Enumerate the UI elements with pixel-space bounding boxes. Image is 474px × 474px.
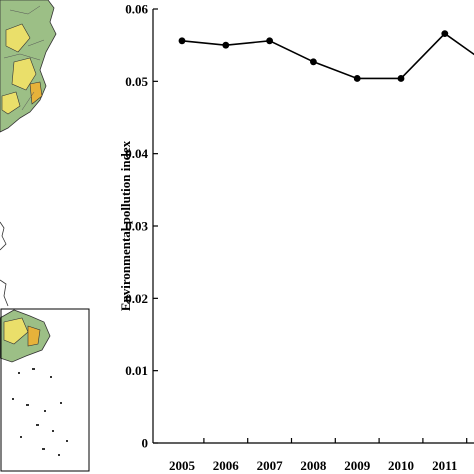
y-tick-label: 0.03 — [125, 219, 148, 234]
x-tick-label: 2010 — [388, 458, 414, 473]
map-region-north-yellow-3 — [1, 91, 21, 115]
chart-series — [178, 30, 474, 82]
map-inset-frame — [0, 308, 90, 472]
data-point — [353, 75, 361, 82]
y-tick-label: 0.02 — [125, 291, 148, 306]
x-tick-label: 2006 — [213, 458, 240, 473]
data-point — [441, 30, 449, 37]
x-tick-label: 2008 — [300, 458, 327, 473]
data-point — [397, 75, 405, 82]
map-inset-islands — [12, 368, 68, 456]
x-tick-label: 2005 — [169, 458, 196, 473]
x-axis: 20052006200720082009201020112 — [153, 438, 474, 473]
map-region-north-yellow-2 — [11, 57, 37, 91]
data-point — [222, 41, 230, 49]
y-tick-label: 0.04 — [125, 146, 148, 161]
map-region-north-yellow-1 — [5, 23, 31, 53]
map-internal-borders — [3, 5, 45, 111]
x-tick-label: 2009 — [344, 458, 371, 473]
data-point — [178, 37, 186, 45]
map-coast-fragment-2 — [0, 279, 9, 307]
series-line — [181, 32, 474, 80]
y-tick-label: 0.05 — [125, 74, 148, 89]
map-region-north-orange — [29, 81, 43, 105]
map-panel — [0, 0, 90, 472]
y-tick-label: 0.01 — [125, 363, 148, 378]
data-point — [310, 58, 317, 66]
y-tick-label: 0 — [142, 436, 149, 451]
data-point — [266, 37, 273, 45]
x-tick-label: 2007 — [257, 458, 284, 473]
x-tick-label: 2011 — [432, 458, 457, 473]
y-axis: 0 0.01 0.02 0.03 0.04 0.05 0.06 — [125, 2, 158, 451]
y-tick-label: 0.06 — [125, 2, 148, 17]
map-region-south-orange — [27, 325, 41, 347]
map-coast-fragment-1 — [0, 221, 7, 251]
map-region-south-yellow — [3, 317, 29, 345]
y-axis-title: Environmental pollution index — [118, 140, 133, 311]
